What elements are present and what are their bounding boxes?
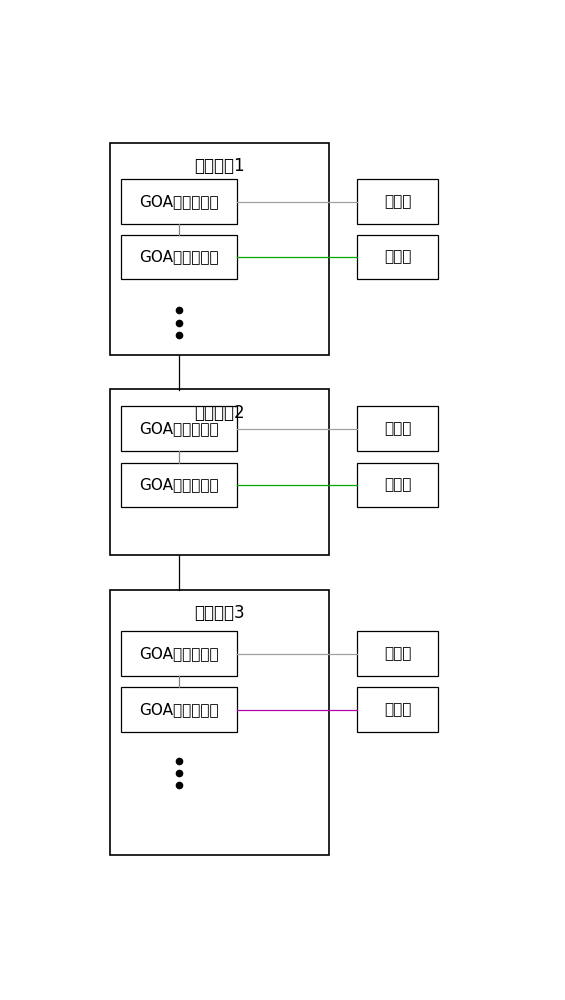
Bar: [110, 143, 329, 355]
Text: 后段电路3: 后段电路3: [194, 604, 245, 622]
Bar: [358, 179, 438, 224]
Text: GOA驱动子单元: GOA驱动子单元: [139, 702, 219, 717]
Text: 前段电路1: 前段电路1: [194, 157, 245, 175]
Text: 中段电路2: 中段电路2: [194, 404, 245, 422]
Text: GOA驱动子单元: GOA驱动子单元: [139, 646, 219, 661]
Bar: [121, 463, 237, 507]
Bar: [358, 463, 438, 507]
Text: 栅极线: 栅极线: [384, 421, 412, 436]
Text: GOA驱动子单元: GOA驱动子单元: [139, 477, 219, 492]
Bar: [358, 687, 438, 732]
Bar: [121, 179, 237, 224]
Bar: [121, 235, 237, 279]
Text: GOA驱动子单元: GOA驱动子单元: [139, 194, 219, 209]
Bar: [110, 590, 329, 855]
Bar: [358, 406, 438, 451]
Text: 栅极线: 栅极线: [384, 646, 412, 661]
Bar: [121, 687, 237, 732]
Text: 栅极线: 栅极线: [384, 250, 412, 265]
Text: 栅极线: 栅极线: [384, 194, 412, 209]
Bar: [121, 406, 237, 451]
Text: 栅极线: 栅极线: [384, 477, 412, 492]
Bar: [110, 389, 329, 555]
Text: GOA驱动子单元: GOA驱动子单元: [139, 250, 219, 265]
Text: GOA驱动子单元: GOA驱动子单元: [139, 421, 219, 436]
Bar: [358, 631, 438, 676]
Bar: [121, 631, 237, 676]
Bar: [358, 235, 438, 279]
Text: 栅极线: 栅极线: [384, 702, 412, 717]
